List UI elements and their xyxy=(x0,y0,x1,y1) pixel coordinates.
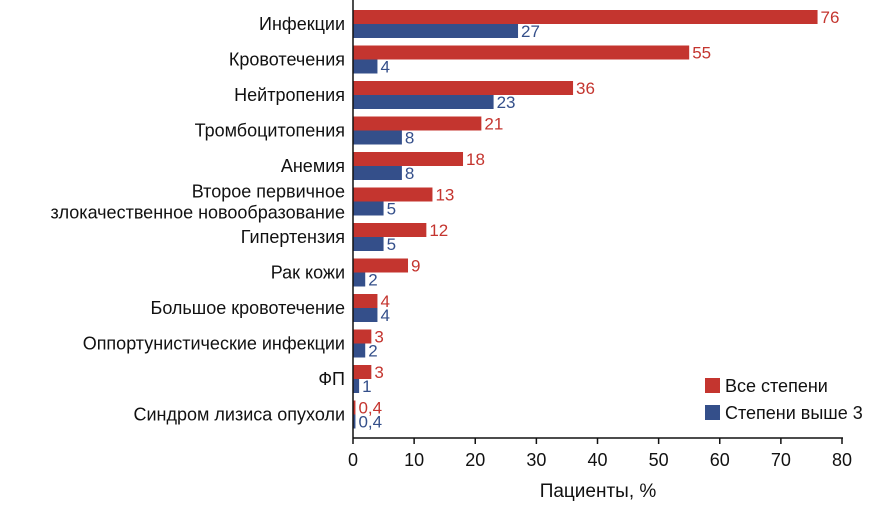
data-label: 3 xyxy=(374,363,383,382)
category-label-line: Большое кровотечение xyxy=(151,298,346,318)
x-axis-label: Пациенты, % xyxy=(540,481,657,502)
legend-label-grade-3-plus: Степени выше 3 xyxy=(725,403,863,423)
bar-grade-3-plus xyxy=(353,24,519,38)
category-label: Рак кожи xyxy=(271,263,345,283)
bar-all-grades xyxy=(353,45,690,60)
x-tick-label: 60 xyxy=(710,450,730,470)
category-label-line: ФП xyxy=(318,369,345,389)
data-label: 8 xyxy=(405,164,414,183)
category-label: Анемия xyxy=(281,156,345,176)
bar-grade-3-plus xyxy=(353,59,378,74)
x-tick-label: 20 xyxy=(465,450,485,470)
category-label: Оппортунистические инфекции xyxy=(83,334,345,354)
category-label-line: злокачественное новообразование xyxy=(51,203,345,223)
data-label: 55 xyxy=(692,44,711,63)
data-label: 12 xyxy=(429,221,448,240)
category-label: Большое кровотечение xyxy=(151,298,346,318)
category-label: Гипертензия xyxy=(241,227,345,247)
bar-grade-3-plus xyxy=(353,343,366,358)
data-label: 1 xyxy=(362,377,371,396)
bar-all-grades xyxy=(353,365,372,379)
bar-all-grades xyxy=(353,223,427,237)
data-label: 2 xyxy=(368,342,377,361)
data-label: 9 xyxy=(411,257,420,276)
category-label-line: Инфекции xyxy=(259,14,345,34)
bar-all-grades xyxy=(353,400,356,415)
bar-grade-3-plus xyxy=(353,201,384,216)
bar-grade-3-plus xyxy=(353,95,494,109)
data-label: 13 xyxy=(435,186,454,205)
data-label: 36 xyxy=(576,79,595,98)
legend-swatch-all-grades xyxy=(705,378,720,393)
data-label: 3 xyxy=(374,328,383,347)
category-label-line: Тромбоцитопения xyxy=(195,121,345,141)
data-label: 2 xyxy=(368,271,377,290)
legend: Все степени Степени выше 3 xyxy=(705,376,863,423)
bar-grade-3-plus xyxy=(353,130,402,145)
legend-label-all-grades: Все степени xyxy=(725,376,828,396)
data-label: 0,4 xyxy=(358,413,382,432)
data-label: 27 xyxy=(521,22,540,41)
category-label-line: Кровотечения xyxy=(229,50,345,70)
data-label: 4 xyxy=(380,292,389,311)
legend-swatch-grade-3-plus xyxy=(705,405,720,420)
bar-all-grades xyxy=(353,10,818,24)
data-label: 21 xyxy=(484,115,503,134)
category-label-line: Оппортунистические инфекции xyxy=(83,334,345,354)
category-label-line: Рак кожи xyxy=(271,263,345,283)
bar-all-grades xyxy=(353,152,464,166)
bar-all-grades xyxy=(353,116,482,131)
category-label: Тромбоцитопения xyxy=(195,121,345,141)
category-label: Второе первичное злокачественное новообра… xyxy=(51,182,345,223)
category-label-line: Второе первичное xyxy=(192,182,345,202)
category-label-line: Гипертензия xyxy=(241,227,345,247)
bar-grade-3-plus xyxy=(353,166,402,180)
category-label: Нейтропения xyxy=(234,85,345,105)
bar-grade-3-plus xyxy=(353,237,384,251)
bar-all-grades xyxy=(353,258,409,273)
x-tick-label: 10 xyxy=(404,450,424,470)
bar-grade-3-plus xyxy=(353,414,356,429)
x-tick-label: 30 xyxy=(526,450,546,470)
category-label-line: Синдром лизиса опухоли xyxy=(134,405,346,425)
bar-grade-3-plus xyxy=(353,379,360,393)
data-label: 4 xyxy=(380,58,389,77)
category-label-line: Нейтропения xyxy=(234,85,345,105)
x-tick-label: 70 xyxy=(771,450,791,470)
data-label: 18 xyxy=(466,150,485,169)
category-label: Инфекции xyxy=(259,14,345,34)
data-label: 8 xyxy=(405,129,414,148)
category-label-line: Анемия xyxy=(281,156,345,176)
x-tick-label: 50 xyxy=(649,450,669,470)
bar-grade-3-plus xyxy=(353,272,366,287)
data-label: 76 xyxy=(821,8,840,27)
x-tick-label: 0 xyxy=(348,450,358,470)
data-label: 4 xyxy=(380,306,389,325)
category-label: Синдром лизиса опухоли xyxy=(134,405,346,425)
bar-all-grades xyxy=(353,187,433,202)
data-label: 5 xyxy=(387,200,396,219)
bar-all-grades xyxy=(353,294,378,308)
x-tick-label: 40 xyxy=(587,450,607,470)
data-label: 23 xyxy=(497,93,516,112)
x-tick-label: 80 xyxy=(832,450,852,470)
data-label: 5 xyxy=(387,235,396,254)
category-label: ФП xyxy=(318,369,345,389)
bar-all-grades xyxy=(353,329,372,344)
data-label: 0,4 xyxy=(358,399,382,418)
bar-all-grades xyxy=(353,81,574,95)
category-label: Кровотечения xyxy=(229,50,345,70)
bar-grade-3-plus xyxy=(353,308,378,322)
